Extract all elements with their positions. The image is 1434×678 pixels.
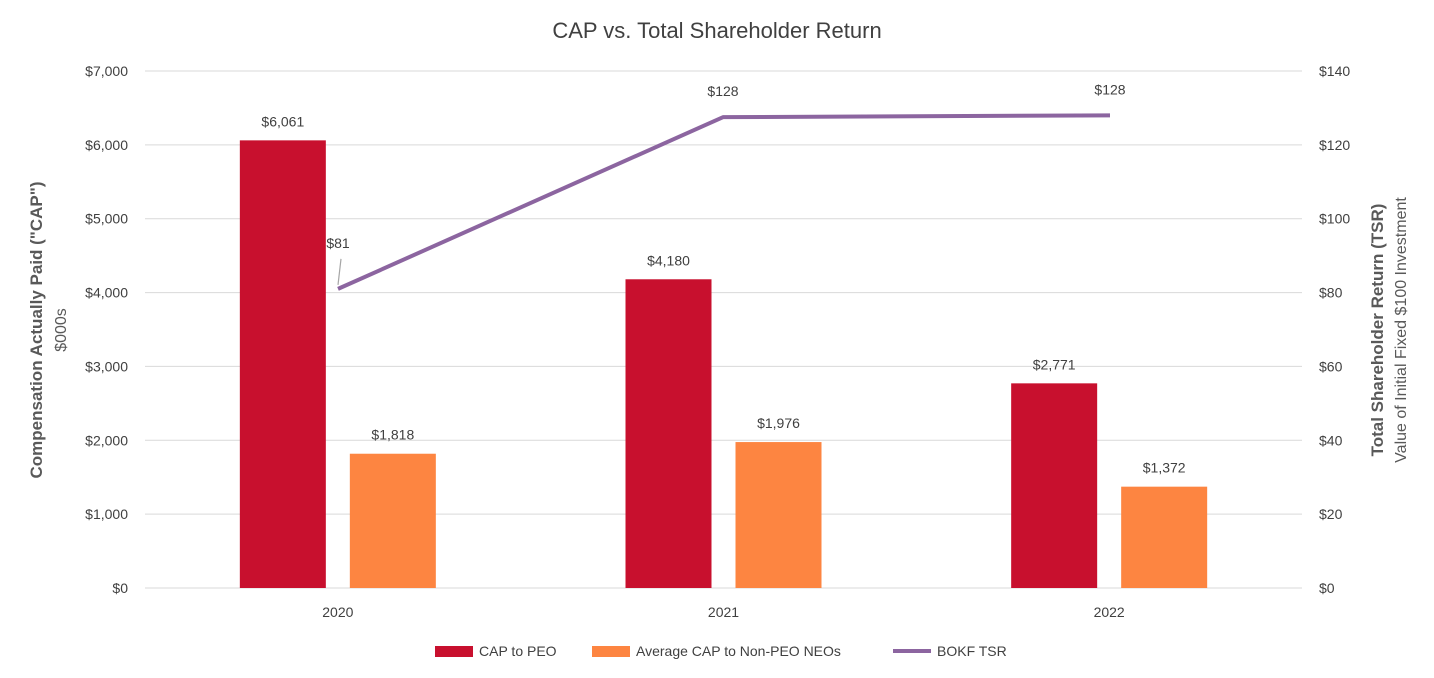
left-axis-title: Compensation Actually Paid ("CAP") — [27, 182, 46, 479]
category-labels: 2020 2021 2022 — [322, 604, 1125, 620]
bar — [735, 442, 822, 588]
right-tick-label: $0 — [1319, 580, 1335, 596]
gridlines — [145, 70, 1302, 589]
bar-value-label: $1,818 — [371, 427, 414, 443]
line-value-label: $128 — [707, 83, 738, 99]
right-tick-label: $40 — [1319, 432, 1343, 448]
legend-label-cap-peo: CAP to PEO — [479, 643, 557, 659]
legend: CAP to PEO Average CAP to Non-PEO NEOs B… — [435, 643, 1007, 659]
bar-value-label: $1,976 — [757, 415, 800, 431]
data-labels: $6,061 $1,818 $4,180 $1,976 $2,771 $1,372 $81 $… — [261, 81, 1185, 475]
bar — [349, 453, 436, 588]
legend-label-bokf-tsr: BOKF TSR — [937, 643, 1007, 659]
right-tick-label: $100 — [1319, 211, 1350, 227]
left-axis-ticks: $0 $1,000 $2,000 $3,000 $4,000 $5,000 $6,000 $7… — [85, 63, 128, 596]
left-tick-label: $3,000 — [85, 358, 128, 374]
bar-value-label: $4,180 — [647, 252, 690, 268]
right-axis-subtitle: Value of Initial Fixed $100 Investment — [1393, 197, 1410, 463]
right-tick-label: $80 — [1319, 285, 1343, 301]
right-tick-label: $120 — [1319, 137, 1350, 153]
tsr-line-group — [337, 113, 1111, 291]
bar-value-label: $1,372 — [1143, 460, 1186, 476]
leader-line — [337, 258, 342, 285]
right-tick-label: $60 — [1319, 358, 1343, 374]
bar — [625, 279, 712, 588]
right-axis-title: Total Shareholder Return (TSR) — [1368, 204, 1387, 457]
line-value-label: $128 — [1094, 81, 1125, 97]
tsr-line — [337, 113, 1111, 291]
bar-value-label: $6,061 — [261, 113, 304, 129]
right-tick-label: $20 — [1319, 506, 1343, 522]
legend-label-avg-cap-neo: Average CAP to Non-PEO NEOs — [636, 643, 841, 659]
left-tick-label: $4,000 — [85, 285, 128, 301]
left-tick-label: $0 — [112, 580, 128, 596]
right-tick-label: $140 — [1319, 63, 1350, 79]
legend-swatch-cap-peo — [435, 646, 473, 657]
left-tick-label: $2,000 — [85, 432, 128, 448]
chart-title: CAP vs. Total Shareholder Return — [552, 18, 881, 43]
right-axis-ticks: $0 $20 $40 $60 $80 $100 $120 $140 — [1319, 63, 1350, 596]
left-axis-subtitle: $000s — [53, 308, 70, 352]
line-value-label: $81 — [326, 235, 350, 251]
bar — [1121, 486, 1208, 588]
left-tick-label: $6,000 — [85, 137, 128, 153]
left-tick-label: $5,000 — [85, 211, 128, 227]
category-label: 2021 — [708, 604, 739, 620]
category-label: 2022 — [1094, 604, 1125, 620]
bars — [239, 140, 1208, 588]
bar-value-label: $2,771 — [1033, 356, 1076, 372]
category-label: 2020 — [322, 604, 353, 620]
legend-swatch-avg-cap-neo — [592, 646, 630, 657]
bar — [239, 140, 326, 588]
left-tick-label: $7,000 — [85, 63, 128, 79]
left-tick-label: $1,000 — [85, 506, 128, 522]
bar — [1011, 383, 1098, 588]
